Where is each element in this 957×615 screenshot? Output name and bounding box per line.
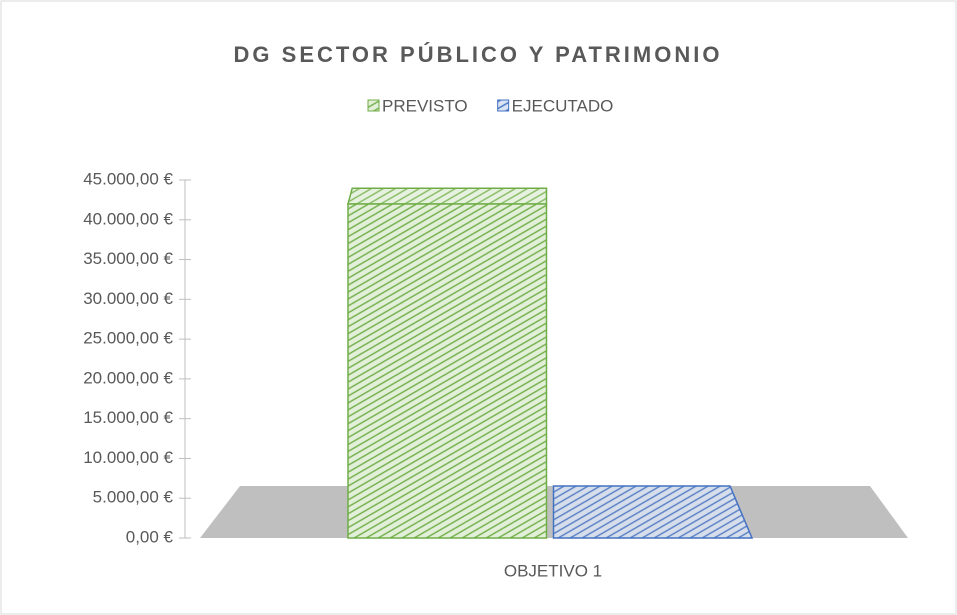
y-tick-label: 40.000,00 € xyxy=(83,209,173,228)
bar-top xyxy=(552,485,754,539)
legend-swatch xyxy=(367,99,380,112)
y-tick-label: 10.000,00 € xyxy=(83,448,173,467)
y-tick-label: 45.000,00 € xyxy=(83,169,173,188)
legend-swatch xyxy=(497,99,510,112)
y-tick-label: 5.000,00 € xyxy=(93,488,174,507)
y-tick-label: 35.000,00 € xyxy=(83,249,173,268)
y-tick-label: 30.000,00 € xyxy=(83,289,173,308)
y-tick-label: 0,00 € xyxy=(126,527,174,546)
y-tick-label: 15.000,00 € xyxy=(83,408,173,427)
y-tick-label: 20.000,00 € xyxy=(83,368,173,387)
bar-top xyxy=(347,187,548,205)
legend-label: EJECUTADO xyxy=(512,96,614,115)
bar xyxy=(347,203,548,539)
y-tick-label: 25.000,00 € xyxy=(83,329,173,348)
legend-label: PREVISTO xyxy=(382,96,468,115)
chart-title: DG SECTOR PÚBLICO Y PATRIMONIO xyxy=(234,42,723,67)
x-tick-label: OBJETIVO 1 xyxy=(504,561,602,580)
